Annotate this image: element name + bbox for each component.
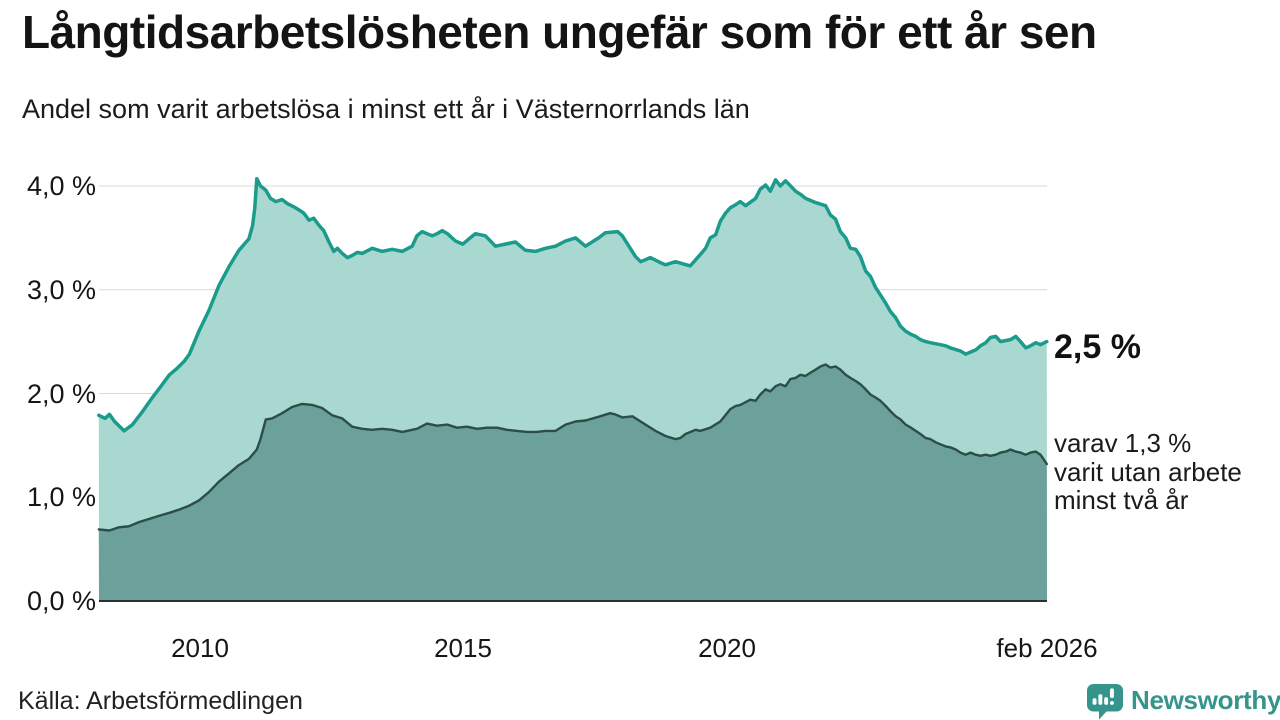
y-tick-label: 4,0 % [26,171,96,201]
newsworthy-logo: Newsworthy [1086,683,1280,720]
secondary-annotation: varav 1,3 % varit utan arbete minst två … [1054,429,1242,515]
source-attribution: Källa: Arbetsförmedlingen [18,687,303,715]
end-value-label: 2,5 % [1054,328,1141,366]
y-tick-label: 3,0 % [26,275,96,305]
x-tick-label: feb 2026 [996,633,1098,663]
line-two-years [97,363,1048,532]
newsworthy-bubble-chart-icon [1087,684,1123,720]
x-tick-label: 2020 [698,633,756,663]
newsworthy-logo-text: Newsworthy [1131,685,1280,715]
logo-bar-chart-glyph [1092,688,1114,705]
y-tick-label: 1,0 % [26,482,96,512]
annotation-line: minst två år [1054,485,1189,515]
y-tick-label: 0,0 % [26,586,96,616]
annotation-line: varav 1,3 % [1054,428,1192,458]
page-title: Långtidsarbetslösheten ungefär som för e… [22,6,1097,58]
x-tick-label: 2010 [171,633,229,663]
y-tick-label: 2,0 % [26,379,96,409]
annotation-line: varit utan arbete [1054,456,1242,487]
chart-subtitle: Andel som varit arbetslösa i minst ett å… [22,94,750,124]
line-one-year [97,176,1049,433]
x-tick-label: 2015 [434,633,492,663]
area-two-years [98,364,1048,601]
